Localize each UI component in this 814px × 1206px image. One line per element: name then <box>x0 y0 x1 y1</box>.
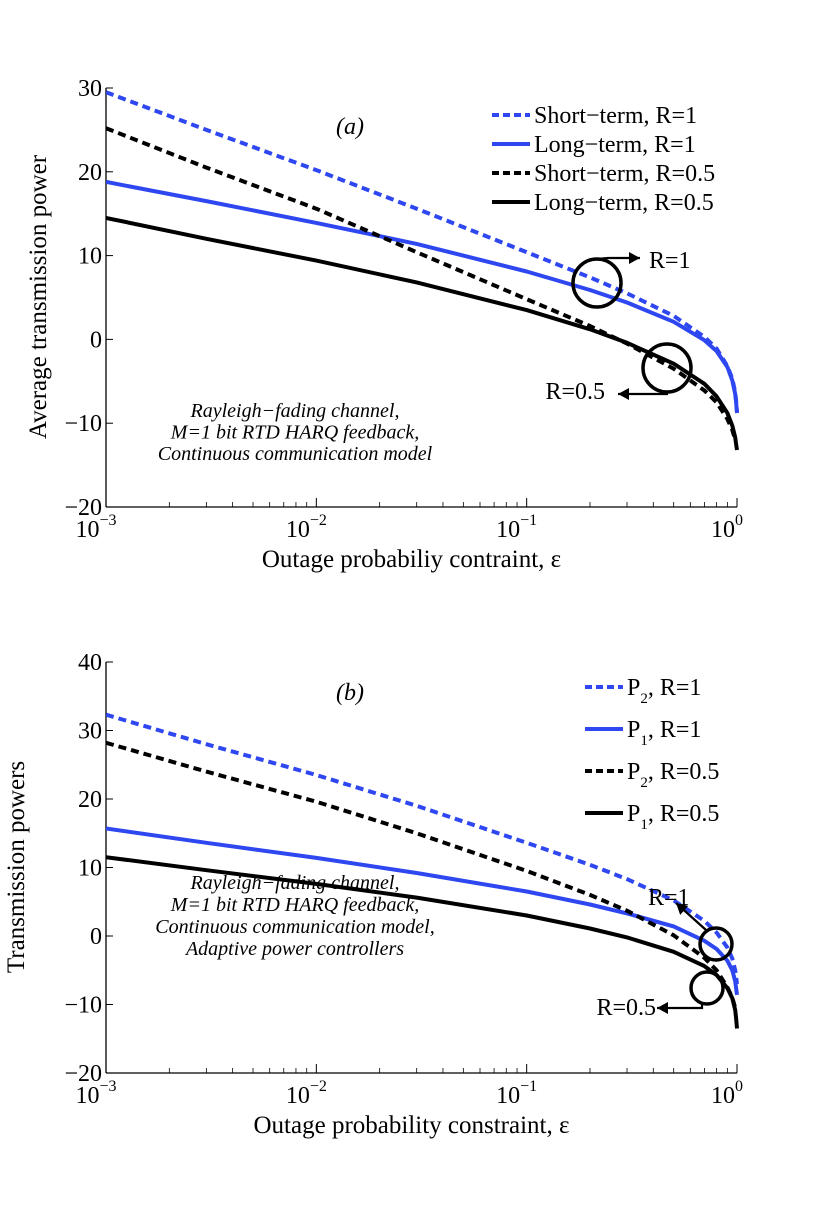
x-tick-base: 10 <box>496 1083 520 1109</box>
callout-label: R=1 <box>649 248 691 274</box>
y-axis-label: Average transmission power <box>25 154 52 439</box>
x-tick-label: 100 <box>711 512 743 543</box>
callout-arrowhead <box>676 903 689 915</box>
series-line-3 <box>106 215 739 451</box>
y-tick-label: −20 <box>64 495 102 521</box>
legend-text: P <box>627 759 640 785</box>
panel-label: (b) <box>336 680 364 706</box>
legend-text: Short−term, R=1 <box>534 103 697 129</box>
x-tick-base: 10 <box>286 1083 310 1109</box>
y-tick-label: 20 <box>78 160 102 186</box>
x-tick-base: 10 <box>496 517 520 543</box>
panel-label: (a) <box>336 114 364 140</box>
y-tick-label: 10 <box>78 856 102 882</box>
x-tick-exponent: −3 <box>99 512 116 529</box>
x-tick-exponent: −2 <box>310 512 327 529</box>
x-tick-label: 10−3 <box>75 1078 116 1109</box>
y-axis-label: Transmission powers <box>3 761 30 973</box>
series-line-1 <box>106 179 739 414</box>
legend-label: P1, R=1 <box>627 717 701 749</box>
callout-circle <box>698 926 734 962</box>
legend-subscript: 1 <box>640 733 648 749</box>
legend-text: P <box>627 675 640 701</box>
legend-subscript: 2 <box>640 775 648 791</box>
callout-circle <box>689 970 725 1006</box>
y-tick-label: 0 <box>90 327 102 353</box>
x-tick-label: 10−3 <box>75 512 116 543</box>
legend-text: Long−term, R=0.5 <box>534 190 714 216</box>
y-tick-label: 0 <box>90 924 102 950</box>
y-tick-label: 30 <box>78 719 102 745</box>
x-tick-base: 10 <box>286 517 310 543</box>
legend-text: Long−term, R=1 <box>534 132 696 158</box>
y-tick-label: 20 <box>78 787 102 813</box>
legend-subscript: 1 <box>640 817 648 833</box>
x-tick-base: 10 <box>711 517 735 543</box>
callout-arrowhead <box>629 252 640 264</box>
y-tick-label: 30 <box>78 76 102 102</box>
x-tick-exponent: 0 <box>735 512 743 529</box>
y-tick-label: −20 <box>64 1061 102 1087</box>
x-axis-label: Outage probability constraint, ε <box>254 1112 570 1139</box>
legend-label: P2, R=0.5 <box>627 759 719 791</box>
x-tick-base: 10 <box>75 517 99 543</box>
x-tick-label: 10−1 <box>496 512 537 543</box>
annotation-line: Continuous communication model <box>158 443 433 465</box>
callout-arrow-line <box>657 1003 704 1010</box>
annotation-line: Continuous communication model, <box>155 916 434 938</box>
callout-circle <box>571 257 623 309</box>
callout-label: R=0.5 <box>545 379 605 405</box>
callout-arrowhead <box>618 388 629 400</box>
annotation-line: M=1 bit RTD HARQ feedback, <box>170 422 419 444</box>
x-tick-exponent: −1 <box>520 512 537 529</box>
legend-label: Short−term, R=1 <box>534 103 697 129</box>
x-tick-label: 10−2 <box>286 512 327 543</box>
y-tick-label: 10 <box>78 244 102 270</box>
x-tick-base: 10 <box>75 1083 99 1109</box>
y-tick-label: −10 <box>64 411 102 437</box>
callout-label: R=0.5 <box>596 995 656 1021</box>
callout-arrow-line <box>618 392 669 396</box>
y-tick-label: 40 <box>78 650 102 676</box>
legend-text: , R=0.5 <box>648 759 720 785</box>
x-tick-label: 10−1 <box>496 1078 537 1109</box>
legend-text: P <box>627 801 640 827</box>
legend-label: Short−term, R=0.5 <box>534 161 715 187</box>
series-line-3 <box>106 855 739 1029</box>
annotation-line: Rayleigh−fading channel, <box>189 872 399 894</box>
annotation-line: Rayleigh−fading channel, <box>189 400 399 422</box>
x-axis-label: Outage probabiliy contraint, ε <box>262 546 561 573</box>
callout-label: R=1 <box>648 885 690 911</box>
legend-text: , R=1 <box>648 675 702 701</box>
series-line-1 <box>106 826 739 996</box>
legend-label: Long−term, R=0.5 <box>534 190 714 216</box>
legend-label: Long−term, R=1 <box>534 132 696 158</box>
annotation-line: Adaptive power controllers <box>184 938 404 960</box>
legend-label: P1, R=0.5 <box>627 801 719 833</box>
legend-text: , R=0.5 <box>648 801 720 827</box>
x-tick-label: 10−2 <box>286 1078 327 1109</box>
legend-text: P <box>627 717 640 743</box>
x-tick-exponent: −3 <box>99 1078 116 1095</box>
annotation-line: M=1 bit RTD HARQ feedback, <box>170 894 419 916</box>
legend-label: P2, R=1 <box>627 675 701 707</box>
x-tick-base: 10 <box>711 1083 735 1109</box>
y-tick-label: −10 <box>64 993 102 1019</box>
x-tick-exponent: 0 <box>735 1078 743 1095</box>
x-tick-exponent: −1 <box>520 1078 537 1095</box>
x-tick-exponent: −2 <box>310 1078 327 1095</box>
legend-subscript: 2 <box>640 691 648 707</box>
callout-arrowhead <box>657 1002 668 1014</box>
legend-text: Short−term, R=0.5 <box>534 161 715 187</box>
x-tick-label: 100 <box>711 1078 743 1109</box>
series-line-0 <box>106 712 739 985</box>
legend-text: , R=1 <box>648 717 702 743</box>
